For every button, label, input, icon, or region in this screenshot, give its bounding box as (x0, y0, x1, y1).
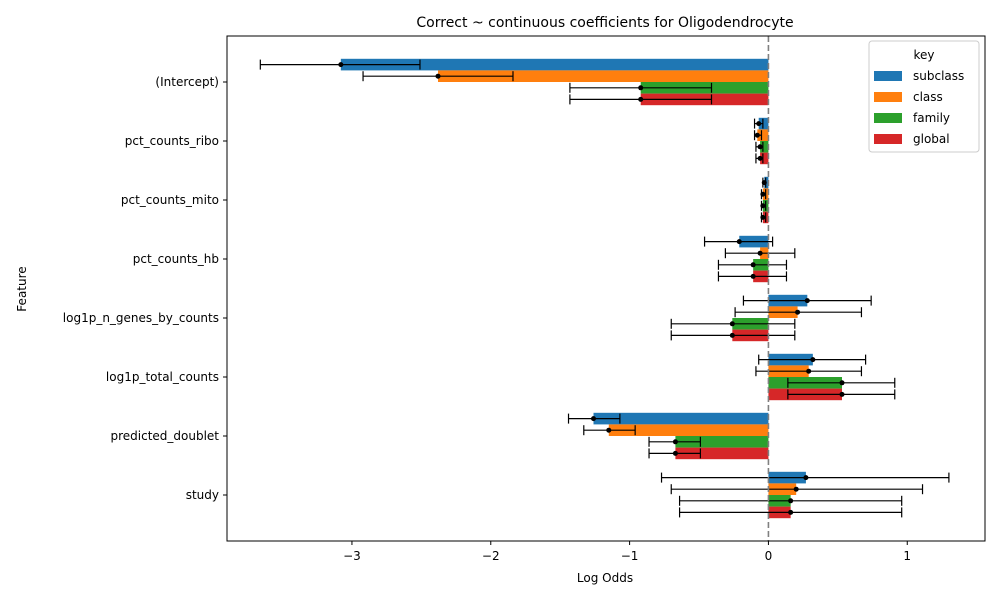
point (435, 73, 441, 79)
legend-title: key (913, 48, 934, 62)
point (760, 214, 766, 220)
x-axis-title: Log Odds (577, 571, 633, 585)
legend-label: family (913, 111, 950, 125)
chart-title: Correct ~ continuous coefficients for Ol… (416, 15, 793, 31)
point (806, 368, 812, 374)
point (788, 498, 794, 504)
point (638, 96, 644, 102)
legend-swatch (874, 134, 902, 144)
bar (675, 447, 769, 460)
point (338, 62, 344, 68)
point (761, 180, 767, 186)
legend-label: class (913, 90, 943, 104)
bar (758, 117, 769, 130)
x-tick-label: 0 (765, 549, 773, 563)
legend-swatch (874, 71, 902, 81)
point (750, 262, 756, 268)
point (760, 203, 766, 209)
y-tick-label: predicted_doublet (110, 429, 219, 443)
point (591, 416, 597, 422)
point (638, 85, 644, 91)
bar (760, 141, 769, 153)
y-tick-label: study (186, 488, 219, 502)
point (803, 475, 809, 481)
point (754, 132, 760, 138)
y-tick-label: pct_counts_ribo (125, 134, 219, 148)
legend-swatch (874, 92, 902, 102)
legend-label: global (913, 132, 950, 146)
y-tick-label: log1p_total_counts (106, 370, 219, 384)
point (839, 380, 845, 386)
y-tick-label: pct_counts_hb (133, 252, 219, 266)
bar (760, 152, 769, 165)
bar (340, 58, 769, 71)
y-tick-label: log1p_n_genes_by_counts (63, 311, 219, 325)
plot-area (259, 36, 950, 541)
point (839, 391, 845, 397)
point (736, 239, 742, 245)
bar (438, 70, 769, 82)
point (804, 298, 810, 304)
point (795, 309, 801, 315)
legend: key subclass class family global (868, 40, 980, 153)
point (757, 250, 763, 256)
point (672, 450, 678, 456)
y-axis-title: Feature (15, 266, 29, 311)
point (810, 357, 816, 363)
legend-label: subclass (913, 69, 964, 83)
legend-swatch (874, 113, 902, 123)
x-tick-label: −2 (482, 549, 500, 563)
point (793, 486, 799, 492)
bar (757, 129, 769, 141)
bar (593, 412, 769, 425)
point (729, 332, 735, 338)
point (757, 155, 763, 161)
y-tick-label: pct_counts_mito (121, 193, 219, 207)
point (729, 321, 735, 327)
point (672, 439, 678, 445)
point (750, 273, 756, 279)
x-tick-label: −1 (621, 549, 639, 563)
point (757, 144, 763, 150)
plot-frame (226, 35, 986, 542)
bar (608, 424, 769, 436)
legend-frame (868, 40, 980, 153)
point (756, 121, 762, 127)
x-tick-label: −3 (343, 549, 361, 563)
point (788, 509, 794, 515)
point (760, 191, 766, 197)
y-tick-label: (Intercept) (155, 75, 219, 89)
bar (675, 436, 769, 448)
x-tick-label: 1 (903, 549, 911, 563)
point (606, 427, 612, 433)
